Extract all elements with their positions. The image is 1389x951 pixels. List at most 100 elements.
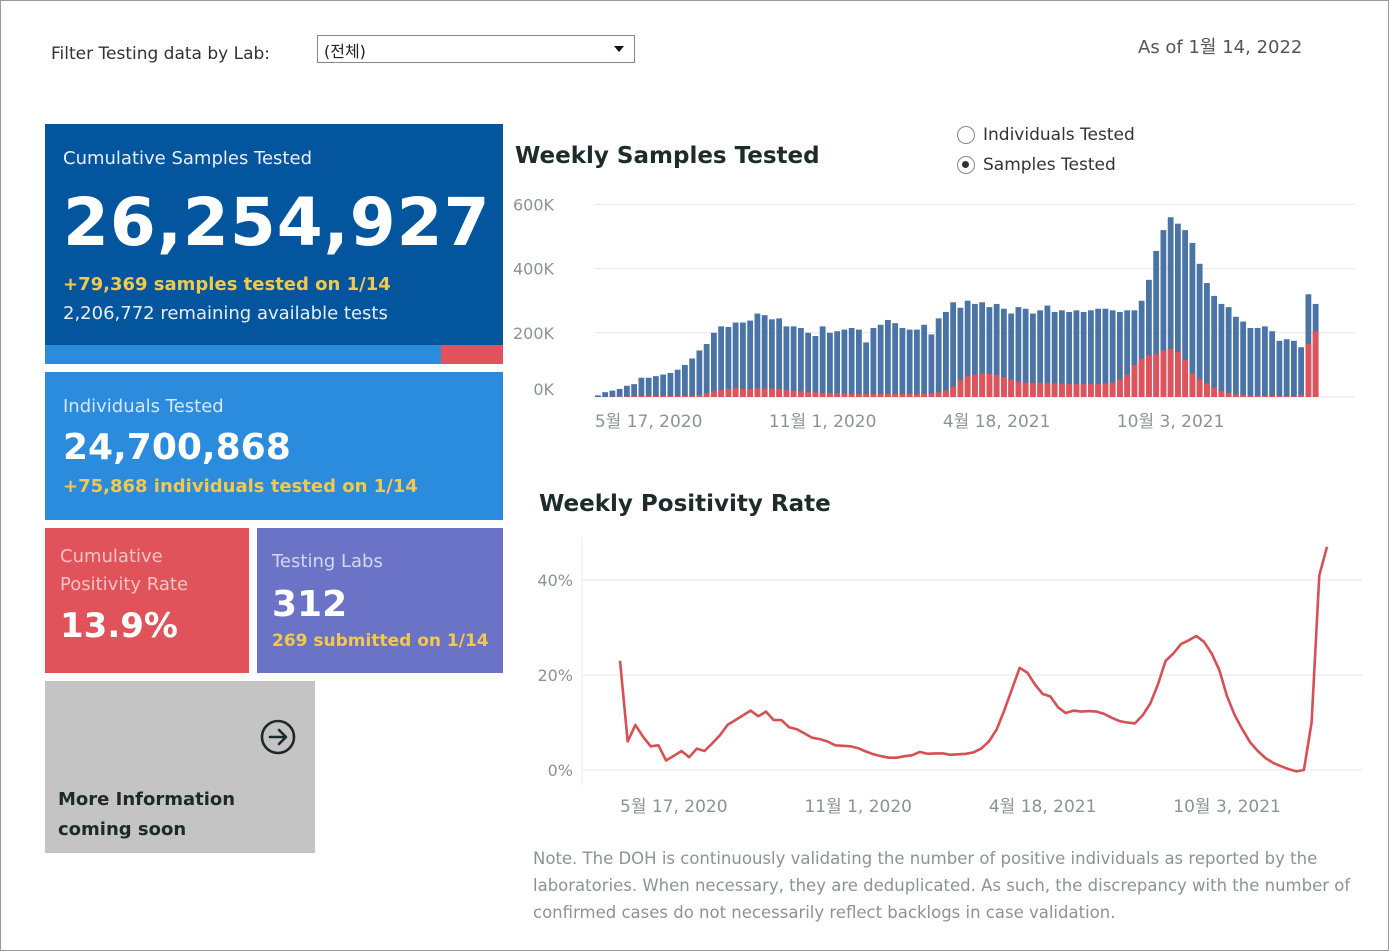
bar-positive: [1051, 383, 1058, 397]
bar-samples: [595, 395, 601, 397]
weekly-positivity-chart: 0% 20% 40% 5월 17, 2020 11월 1, 2020 4월 18, 202…: [537, 538, 1362, 817]
bar-samples: [616, 388, 623, 397]
bar-samples: [1233, 316, 1239, 397]
bar-positive: [1218, 391, 1225, 397]
bar-samples: [790, 326, 797, 397]
bar-positive: [674, 395, 681, 397]
bar-samples: [877, 324, 884, 397]
bar-positive: [943, 390, 949, 397]
radio-individuals-tested[interactable]: Individuals Tested: [957, 120, 1135, 150]
bar-samples: [899, 327, 906, 397]
bar-positive: [769, 388, 775, 397]
bar-positive: [1080, 384, 1087, 397]
bar-positive: [703, 393, 710, 397]
bar-samples: [696, 350, 703, 397]
bar-samples: [964, 300, 971, 397]
bar-positive: [798, 391, 804, 397]
bar-samples: [1066, 311, 1073, 397]
bar-samples: [863, 342, 870, 397]
bar-samples: [1044, 305, 1051, 397]
bar-samples: [1037, 310, 1044, 397]
bar-positive: [1291, 396, 1297, 397]
lab-filter-value: (전체): [324, 42, 366, 61]
bar-positive: [805, 391, 812, 397]
x-tick-label: 11월 1, 2020: [804, 797, 912, 817]
positivity-line: [618, 546, 1329, 773]
bar-positive: [979, 372, 986, 397]
bar-samples: [1022, 308, 1029, 397]
capacity-progress-fill: [45, 345, 441, 364]
bar-samples: [1146, 279, 1152, 397]
bar-positive: [1073, 384, 1080, 397]
bar-samples: [819, 326, 826, 397]
bar-samples: [660, 374, 667, 397]
bar-samples: [740, 322, 746, 397]
bar-positive: [1059, 383, 1065, 397]
bar-samples: [979, 302, 986, 397]
bar-samples: [870, 327, 877, 397]
radio-samples-tested[interactable]: Samples Tested: [957, 150, 1135, 180]
bar-positive: [1008, 379, 1015, 397]
bar-samples: [906, 329, 913, 397]
more-information-card[interactable]: More Information coming soon: [45, 681, 315, 853]
bar-positive: [689, 395, 696, 397]
bar-samples: [1073, 310, 1080, 397]
bar-positive: [812, 392, 819, 397]
bar-samples: [769, 319, 775, 397]
bar-samples: [827, 332, 833, 397]
bar-samples: [1189, 242, 1196, 397]
bar-samples: [1291, 340, 1297, 397]
bar-positive: [1109, 382, 1116, 397]
bar-samples: [885, 319, 891, 397]
bar-samples: [718, 326, 725, 397]
bar-samples: [805, 332, 812, 397]
bar-positive: [1015, 381, 1022, 397]
arrow-circle-right-icon[interactable]: [260, 719, 296, 755]
bar-samples: [689, 358, 696, 397]
bar-samples: [703, 344, 710, 397]
bar-positive: [711, 391, 717, 397]
bar-samples: [834, 331, 841, 397]
bar-samples: [1298, 347, 1305, 397]
bar-samples: [1196, 263, 1203, 397]
positivity-rate-card: Cumulative Positivity Rate 13.9%: [45, 528, 249, 673]
bar-positive: [1146, 355, 1152, 397]
bar-positive: [993, 375, 1000, 397]
bar-positive: [1269, 395, 1276, 397]
bar-samples: [1225, 307, 1232, 397]
lab-filter-dropdown[interactable]: (전체): [317, 35, 635, 63]
x-tick-label: 10월 3, 2021: [1117, 412, 1225, 432]
bar-positive: [1189, 372, 1196, 397]
bar-positive: [957, 380, 964, 397]
weekly-samples-title: Weekly Samples Tested: [515, 143, 820, 169]
bar-samples: [1109, 310, 1116, 397]
labs-submitted: 269 submitted on 1/14: [272, 631, 489, 651]
radio-button-icon[interactable]: [957, 126, 975, 144]
bar-positive: [1196, 379, 1203, 397]
bar-samples: [914, 329, 920, 397]
bar-samples: [783, 326, 790, 397]
bar-samples: [943, 311, 949, 397]
bar-samples: [1204, 283, 1210, 397]
bar-positive: [1233, 394, 1239, 397]
bar-samples: [1182, 230, 1189, 397]
y-tick-label: 0%: [548, 761, 573, 780]
bar-samples: [993, 303, 1000, 397]
chevron-down-icon[interactable]: [614, 46, 624, 52]
bar-samples: [848, 327, 855, 397]
individuals-tested-value: 24,700,868: [63, 427, 291, 468]
bar-positive: [1283, 396, 1290, 397]
more-information-text: More Information coming soon: [58, 789, 236, 840]
bar-samples: [1211, 295, 1218, 397]
bar-samples: [747, 320, 754, 397]
bar-positive: [1001, 377, 1007, 397]
bar-positive: [899, 394, 906, 397]
metric-toggle: Individuals Tested Samples Tested: [957, 120, 1135, 180]
bar-positive: [935, 392, 942, 397]
radio-button-icon[interactable]: [957, 156, 975, 174]
x-tick-label: 10월 3, 2021: [1173, 797, 1281, 817]
bar-samples: [921, 324, 928, 397]
filter-label: Filter Testing data by Lab:: [51, 44, 271, 64]
bar-samples: [602, 392, 609, 397]
cumulative-samples-card: Cumulative Samples Tested 26,254,927 +79…: [45, 124, 503, 345]
